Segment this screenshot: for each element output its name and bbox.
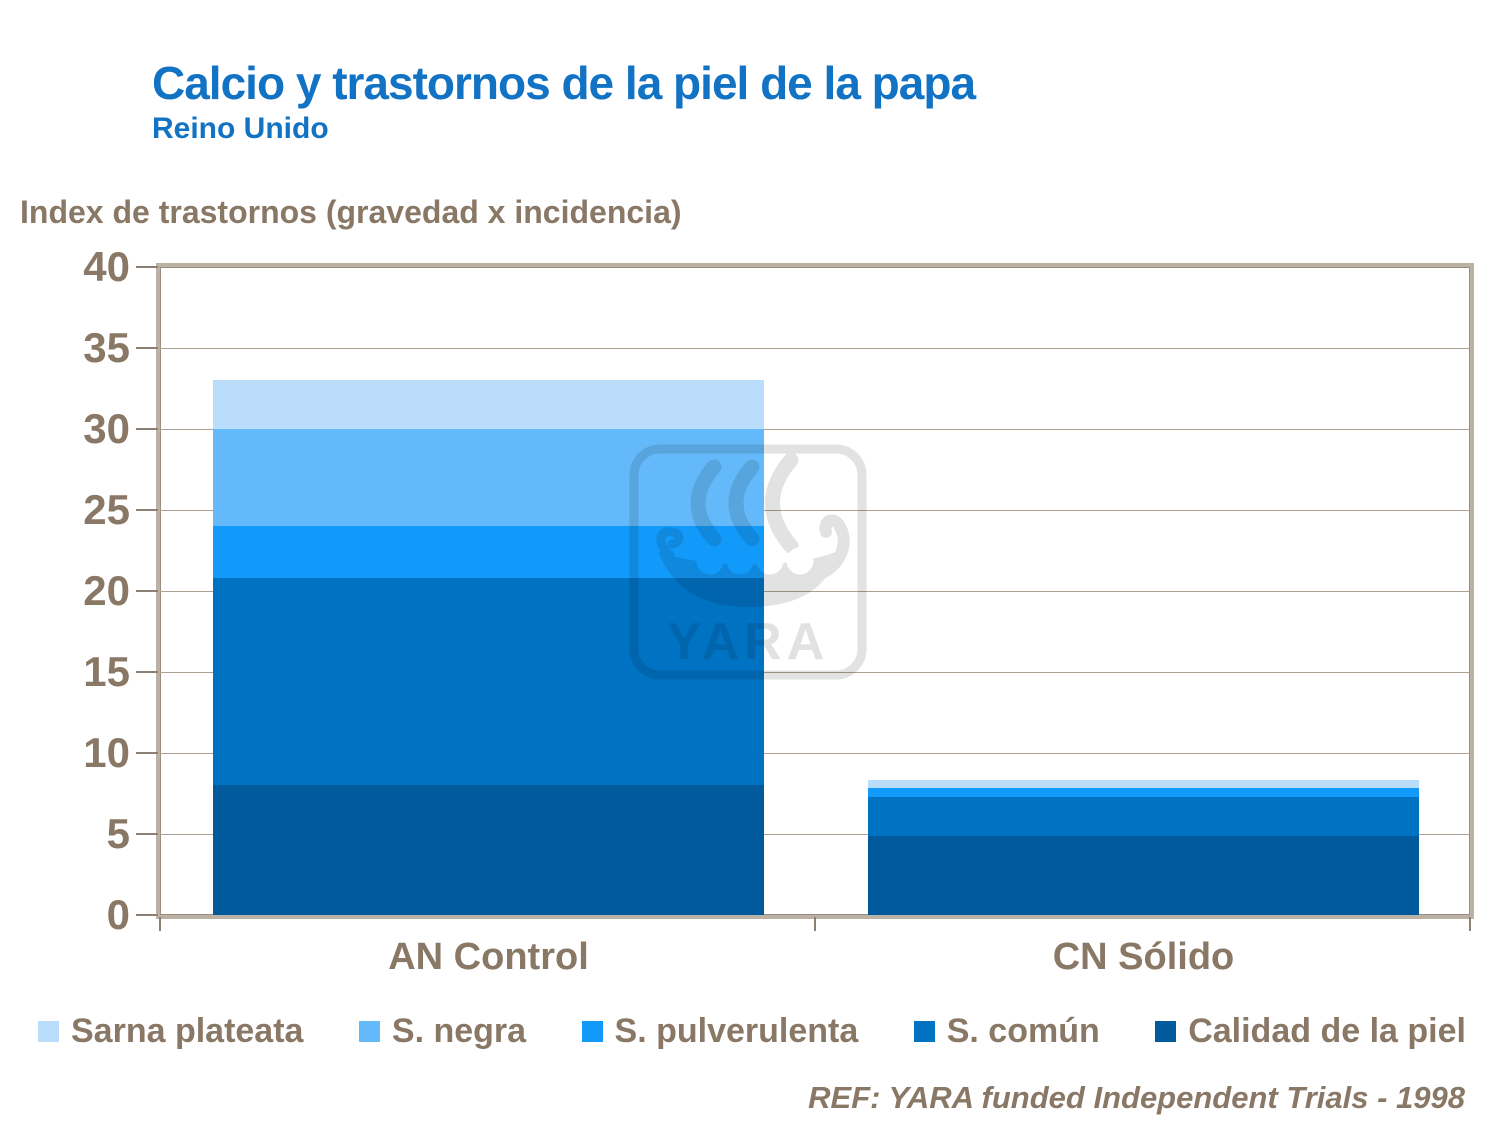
legend-label: S. negra — [391, 1012, 527, 1050]
legend-item: Sarna plateata — [38, 1012, 303, 1051]
page-title: Calcio y trastornos de la piel de la pap… — [152, 57, 976, 109]
bar-cn-s-lido — [868, 267, 1419, 915]
x-axis-category-label: CN Sólido — [1052, 936, 1235, 978]
y-axis-tick — [136, 752, 158, 754]
y-axis-tick — [136, 590, 158, 592]
legend-swatch-icon — [358, 1021, 380, 1042]
bar-segment-sarna-plateata — [868, 779, 1419, 788]
gridline-25 — [160, 509, 1470, 511]
yara-watermark-logo: YARA — [629, 444, 867, 680]
y-axis-tick-label: 35 — [83, 324, 130, 371]
legend-label: S. pulverulenta — [614, 1012, 859, 1050]
legend-swatch-icon — [38, 1021, 59, 1042]
legend-item: S. negra — [358, 1012, 527, 1051]
y-axis-tick — [136, 914, 158, 916]
x-axis-tick — [159, 917, 161, 931]
legend: Sarna plateata S. negra S. pulverulenta S. … — [38, 1012, 1466, 1051]
y-axis-tick-label: 5 — [106, 810, 130, 857]
y-axis-title: Index de trastornos (gravedad x incidenc… — [20, 194, 682, 230]
watermark-text: YARA — [667, 613, 830, 671]
ship-neck-icon — [819, 514, 850, 577]
y-axis-tick-label: 15 — [83, 648, 130, 695]
bar-segment-calidad-de-la-piel — [868, 835, 1419, 915]
ship-shields — [696, 547, 814, 575]
x-axis-tick — [1469, 917, 1471, 931]
y-axis-tick — [136, 428, 158, 430]
y-axis-tick-label: 20 — [83, 567, 130, 614]
ship-head-icon — [656, 527, 684, 560]
x-axis-category-label: AN Control — [388, 936, 589, 978]
ship-sail-icon — [765, 452, 799, 554]
legend-label: Sarna plateata — [71, 1012, 304, 1050]
legend-swatch-icon — [1155, 1021, 1177, 1042]
legend-item: S. común — [913, 1012, 1100, 1051]
bar-segment-calidad-de-la-piel — [213, 785, 764, 915]
x-axis-tick — [814, 917, 816, 931]
legend-swatch-icon — [913, 1021, 935, 1042]
bar-segment-s-pulverulenta — [868, 787, 1419, 797]
y-axis-tick-label: 0 — [106, 891, 130, 938]
y-axis-tick-label: 10 — [83, 729, 130, 776]
gridline-5 — [160, 833, 1470, 835]
reference-note: REF: YARA funded Independent Trials - 19… — [808, 1080, 1465, 1115]
bar-segment-sarna-plateata — [213, 380, 764, 429]
ship-sail-icon — [690, 459, 722, 547]
y-axis-tick — [136, 266, 158, 268]
bar-segment-s-común — [213, 578, 764, 786]
plot-area — [160, 267, 1470, 915]
page-subtitle: Reino Unido — [152, 112, 329, 145]
y-axis-tick-label: 25 — [83, 486, 130, 533]
gridline-10 — [160, 752, 1470, 754]
gridline-35 — [160, 347, 1470, 349]
gridline-30 — [160, 428, 1470, 430]
legend-swatch-icon — [581, 1021, 603, 1042]
bar-segment-s-común — [868, 796, 1419, 836]
ship-sail-icon — [728, 459, 760, 547]
legend-item: S. pulverulenta — [581, 1012, 859, 1051]
y-axis-tick — [136, 671, 158, 673]
y-axis-tick — [136, 347, 158, 349]
legend-label: Calidad de la piel — [1188, 1012, 1466, 1050]
legend-label: S. común — [946, 1012, 1100, 1050]
y-axis-tick — [136, 509, 158, 511]
watermark-frame — [629, 444, 867, 680]
legend-item: Calidad de la piel — [1155, 1012, 1466, 1051]
bar-an-control — [213, 267, 764, 915]
y-axis-tick — [136, 833, 158, 835]
y-axis-tick-label: 30 — [83, 405, 130, 452]
y-axis-tick-label: 40 — [83, 243, 130, 290]
gridline-20 — [160, 590, 1470, 592]
